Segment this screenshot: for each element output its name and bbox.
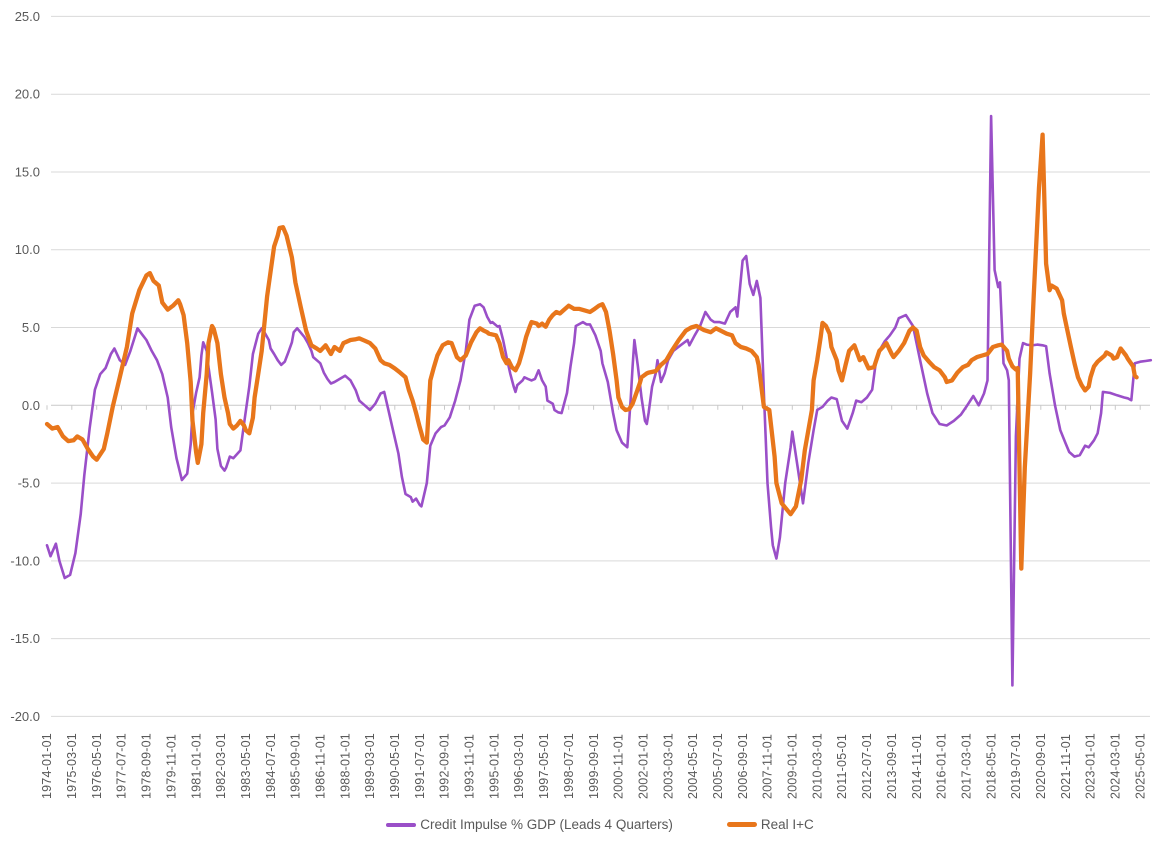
x-axis-tick-label: 1993-11-01 — [463, 734, 477, 799]
legend-item-real-ic: Real I+C — [726, 817, 814, 832]
x-axis-tick-label: 1988-01-01 — [338, 733, 352, 799]
x-axis-tick-label: 2005-07-01 — [711, 733, 725, 799]
y-axis-tick-label: -20.0 — [10, 709, 40, 724]
x-axis-tick-label: 2010-03-01 — [810, 733, 824, 799]
y-axis-tick-label: 15.0 — [15, 165, 40, 180]
x-axis-tick-label: 2003-03-01 — [661, 733, 675, 799]
x-axis-tick-label: 1983-05-01 — [239, 733, 253, 799]
legend-label: Credit Impulse % GDP (Leads 4 Quarters) — [420, 817, 673, 832]
x-axis-tick-label: 2009-01-01 — [786, 733, 800, 799]
y-axis-tick-label: 25.0 — [15, 9, 40, 24]
y-axis-tick-label: -15.0 — [10, 631, 40, 646]
x-axis-tick-label: 2024-03-01 — [1109, 733, 1123, 799]
y-axis-tick-label: 10.0 — [15, 242, 40, 257]
real-ic-line-swatch — [726, 822, 757, 827]
x-axis-tick-label: 2023-01-01 — [1084, 733, 1098, 799]
y-axis-tick-label: -5.0 — [18, 476, 40, 491]
x-axis-tick-label: 1976-05-01 — [90, 733, 104, 799]
x-axis-tick-label: 2020-09-01 — [1034, 733, 1048, 799]
x-axis-tick-label: 1978-09-01 — [140, 733, 154, 799]
x-axis-tick-label: 1975-03-01 — [65, 733, 79, 799]
x-axis-tick-label: 2000-11-01 — [612, 734, 626, 799]
x-axis-tick-label: 2019-07-01 — [1009, 733, 1023, 799]
x-axis-tick-label: 1990-05-01 — [388, 733, 402, 799]
x-axis-tick-label: 1997-05-01 — [537, 733, 551, 799]
x-axis-tick-label: 2012-07-01 — [860, 733, 874, 799]
credit-impulse-series-line — [45, 114, 1153, 687]
x-axis-tick-label: 2007-11-01 — [761, 734, 775, 799]
x-axis-tick-label: 2016-01-01 — [935, 733, 949, 799]
y-axis-tick-label: -10.0 — [10, 553, 40, 568]
x-axis-tick-label: 1998-07-01 — [562, 733, 576, 799]
x-axis-tick-label: 2002-01-01 — [637, 733, 651, 799]
legend-item-credit-impulse: Credit Impulse % GDP (Leads 4 Quarters) — [386, 817, 673, 832]
x-axis-tick-label: 1981-01-01 — [189, 733, 203, 799]
x-axis-tick-label: 1977-07-01 — [115, 733, 129, 799]
x-axis-tick-label: 2011-05-01 — [835, 734, 849, 799]
real-ic-series-line — [44, 132, 1139, 571]
legend-label: Real I+C — [760, 817, 814, 832]
x-axis-tick-label: 2014-11-01 — [910, 734, 924, 799]
x-axis-tick-label: 1979-11-01 — [164, 734, 178, 799]
x-axis-tick-label: 1984-07-01 — [264, 733, 278, 799]
x-axis-tick-label: 2017-03-01 — [959, 733, 973, 799]
x-axis-tick-label: 1989-03-01 — [363, 733, 377, 799]
x-axis-tick-label: 2004-05-01 — [686, 733, 700, 799]
x-axis-tick-label: 2006-09-01 — [736, 733, 750, 799]
x-axis-tick-label: 2021-11-01 — [1059, 734, 1073, 799]
y-axis-tick-label: 0.0 — [22, 398, 40, 413]
y-axis-tick-label: 5.0 — [22, 320, 40, 335]
x-axis-tick-label: 1985-09-01 — [289, 733, 303, 799]
x-axis-tick-label: 2013-09-01 — [885, 733, 899, 799]
legend: Credit Impulse % GDP (Leads 4 Quarters) … — [50, 817, 1150, 832]
x-axis-tick-label: 1982-03-01 — [214, 733, 228, 799]
x-axis-tick-label: 1996-03-01 — [512, 733, 526, 799]
x-axis-tick-label: 1986-11-01 — [314, 734, 328, 799]
credit-impulse-line-swatch — [386, 822, 417, 827]
x-axis-tick-label: 2025-05-01 — [1133, 733, 1147, 799]
x-axis-tick-label: 1991-07-01 — [413, 733, 427, 799]
y-axis-tick-label: 20.0 — [15, 87, 40, 102]
x-axis-tick-label: 1999-09-01 — [587, 733, 601, 799]
x-axis-tick-label: 2018-05-01 — [984, 733, 998, 799]
x-axis-tick-label: 1995-01-01 — [487, 733, 501, 799]
x-axis-tick-label: 1992-09-01 — [438, 733, 452, 799]
x-axis-tick-label: 1974-01-01 — [40, 733, 54, 799]
